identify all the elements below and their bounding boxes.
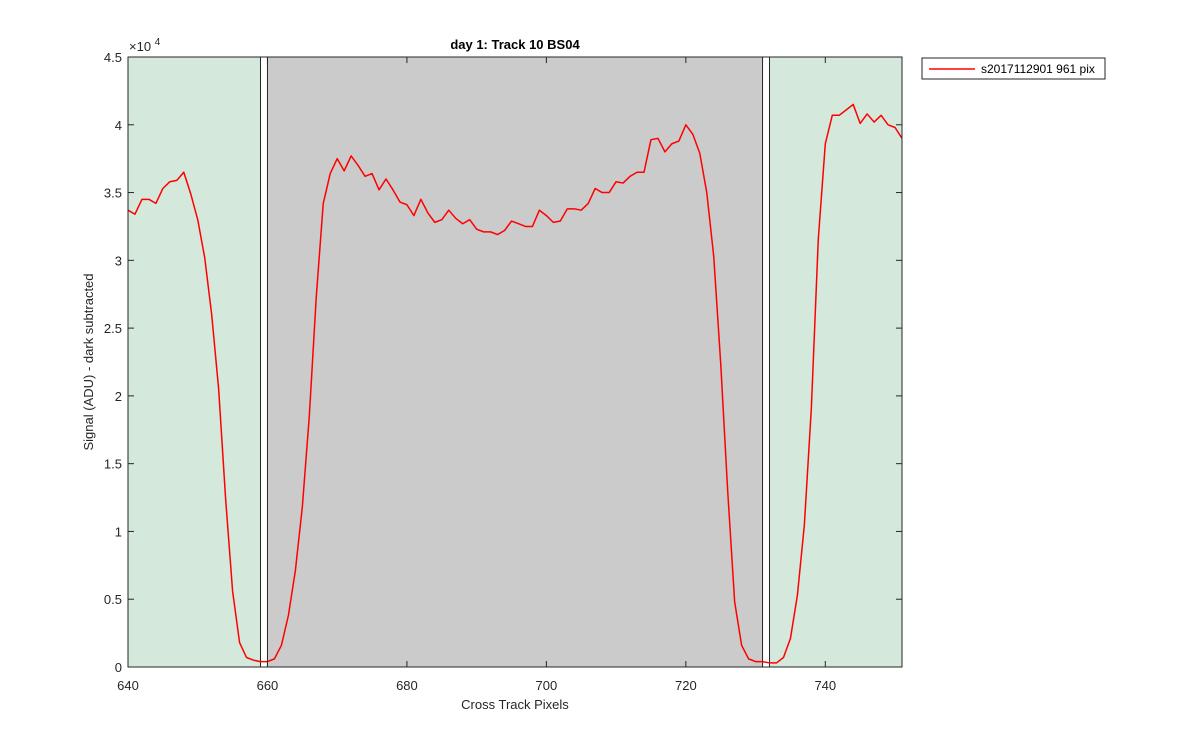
y-tick-label: 3.5 xyxy=(104,186,122,201)
x-tick-label: 700 xyxy=(536,678,558,693)
legend-box xyxy=(921,57,1106,80)
x-tick-label: 660 xyxy=(257,678,279,693)
y-tick-label: 4.5 xyxy=(104,50,122,65)
y-axis-title: Signal (ADU) - dark subtracted xyxy=(81,273,96,450)
x-tick-label: 680 xyxy=(396,678,418,693)
x-axis-title: Cross Track Pixels xyxy=(461,697,569,712)
y-tick-label: 0 xyxy=(115,660,122,675)
x-tick-label: 740 xyxy=(814,678,836,693)
chart-title: day 1: Track 10 BS04 xyxy=(450,37,580,52)
y-exponent-label: ×10 4 xyxy=(129,37,161,54)
y-axis: 0 0.5 1 1.5 2 2.5 3 3.5 4 4.5 xyxy=(104,50,902,675)
background-regions xyxy=(128,57,902,667)
y-exponent-power: 4 xyxy=(155,37,161,48)
plot-area-frame xyxy=(127,56,903,668)
x-axis: 640 660 680 700 720 740 xyxy=(117,57,836,693)
y-tick-label: 0.5 xyxy=(104,592,122,607)
region-center xyxy=(267,57,763,667)
y-exponent-base: ×10 xyxy=(129,39,151,54)
region-edge-right xyxy=(769,57,902,667)
y-tick-label: 2 xyxy=(115,389,122,404)
boundary-marker xyxy=(259,56,268,668)
x-tick-label: 720 xyxy=(675,678,697,693)
legend: s2017112901 961 pix xyxy=(921,57,1106,80)
region-edge-left xyxy=(128,57,261,667)
series-line xyxy=(127,103,903,664)
x-tick-label: 640 xyxy=(117,678,139,693)
y-tick-label: 1.5 xyxy=(104,457,122,472)
y-tick-label: 2.5 xyxy=(104,321,122,336)
y-tick-label: 4 xyxy=(115,118,122,133)
series-lines xyxy=(127,103,903,664)
boundary-marker xyxy=(762,56,771,668)
y-tick-label: 3 xyxy=(115,253,122,268)
y-tick-label: 1 xyxy=(115,524,122,539)
legend-label: s2017112901 961 pix xyxy=(981,62,1095,76)
